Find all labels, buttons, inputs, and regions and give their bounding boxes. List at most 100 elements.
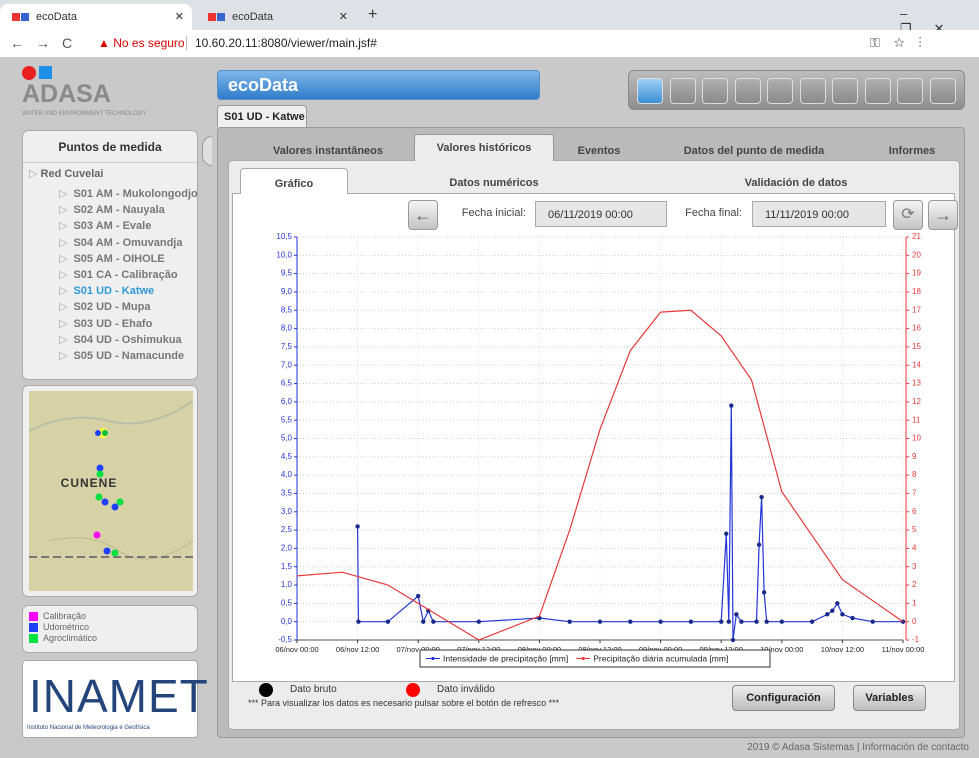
toolbar-button[interactable] <box>637 78 663 104</box>
toolbar-button[interactable] <box>800 78 826 104</box>
station-item[interactable]: S04 UD - Oshimukua <box>59 333 182 346</box>
toolbar-button[interactable] <box>865 78 891 104</box>
variables-button[interactable]: Variables <box>853 685 926 711</box>
data-point <box>731 638 735 642</box>
main-tab[interactable]: Datos del punto de medida <box>669 138 839 162</box>
end-date[interactable]: 11/11/2019 00:00 <box>752 201 886 227</box>
browser-tab[interactable]: ecoData ✕ <box>0 4 192 30</box>
data-point <box>757 543 761 547</box>
y2-tick-label: 6 <box>912 507 917 516</box>
nav-buttons[interactable]: ←→C <box>10 35 84 51</box>
x-tick-label: 06/nov 12:00 <box>336 645 379 654</box>
y-tick-label: 7,0 <box>281 360 293 369</box>
data-point <box>355 524 359 528</box>
station-item[interactable]: S04 AM - Omuvandja <box>59 236 182 249</box>
toolbar-button[interactable] <box>702 78 728 104</box>
institution-logo: INAMET Instituto Nacional de Meteorologi… <box>22 660 198 738</box>
map: CUNENE <box>29 391 193 591</box>
y2-tick-label: 11 <box>912 415 921 424</box>
legend-label: Precipitação diária acumulada [mm] <box>593 653 728 663</box>
data-point <box>568 619 572 623</box>
point-legend-dot <box>259 683 273 697</box>
map-label: CUNENE <box>61 476 118 490</box>
y-tick-label: 10,0 <box>276 250 292 259</box>
browser-icons[interactable]: ⚿☆⋮ <box>870 35 936 51</box>
start-date[interactable]: 06/11/2019 00:00 <box>535 201 667 227</box>
station-item[interactable]: S03 UD - Ehafo <box>59 317 152 330</box>
prev-button[interactable]: ← <box>408 200 438 230</box>
toolbar-button[interactable] <box>735 78 761 104</box>
sub-tab[interactable]: Gráfico <box>240 168 348 194</box>
station-item[interactable]: S02 AM - Nauyala <box>59 203 165 216</box>
x-tick-label: 06/nov 00:00 <box>275 645 318 654</box>
data-point <box>780 619 784 623</box>
station-item[interactable]: S05 AM - OIHOLE <box>59 252 165 265</box>
data-point <box>628 619 632 623</box>
browser-tab[interactable]: ecoData ✕ <box>196 4 356 30</box>
note: *** Para visualizar los datos es necesar… <box>248 698 559 708</box>
x-tick-label: 11/nov 00:00 <box>882 645 925 654</box>
data-point <box>764 619 768 623</box>
y2-tick-label: 13 <box>912 379 921 388</box>
y2-tick-label: 15 <box>912 342 921 351</box>
y-tick-label: 5,0 <box>281 434 293 443</box>
logo-dot <box>22 66 36 80</box>
brand-sub: WATER AND ENVIRONMENT TECHNOLOGY <box>22 111 146 117</box>
stations-panel: Puntos de medida ▷ Red Cuvelai S01 AM - … <box>22 130 198 380</box>
y2-tick-label: -1 <box>912 635 920 644</box>
institution-name: INAMET <box>29 671 209 721</box>
url[interactable]: 10.60.20.11:8080/viewer/main.jsf# <box>186 36 377 50</box>
legend-swatch <box>29 634 38 643</box>
data-point <box>825 612 829 616</box>
station-item[interactable]: S01 CA - Calibração <box>59 268 178 281</box>
data-point <box>658 619 662 623</box>
refresh-button[interactable]: ⟳ <box>893 200 923 230</box>
config-button[interactable]: Configuración <box>732 685 835 711</box>
next-button[interactable]: → <box>928 200 958 230</box>
new-tab[interactable]: + <box>368 6 377 24</box>
data-point <box>431 619 435 623</box>
toolbar-button[interactable] <box>832 78 858 104</box>
y-tick-label: 4,0 <box>281 470 293 479</box>
y-tick-label: 4,5 <box>281 452 293 461</box>
y2-tick-label: 4 <box>912 544 917 553</box>
y2-tick-label: 2 <box>912 580 917 589</box>
toolbar-button[interactable] <box>930 78 956 104</box>
station-item[interactable]: S05 UD - Namacunde <box>59 349 184 362</box>
y-tick-label: 7,5 <box>281 342 293 351</box>
y2-tick-label: 8 <box>912 470 917 479</box>
collapse-handle[interactable] <box>202 136 212 166</box>
toolbar-button[interactable] <box>767 78 793 104</box>
station-item[interactable]: S01 AM - Mukolongodjo <box>59 187 198 200</box>
station-item[interactable]: S01 UD - Katwe <box>59 284 154 297</box>
sub-tab[interactable]: Validación de datos <box>716 168 876 194</box>
sub-tab[interactable]: Datos numéricos <box>414 168 574 194</box>
network[interactable]: ▷ Red Cuvelai <box>29 167 103 180</box>
y-tick-label: 2,0 <box>281 544 293 553</box>
page: { "browser": {"tabs": ["ecoData", "ecoDa… <box>0 0 979 758</box>
station-item[interactable]: S02 UD - Mupa <box>59 300 150 313</box>
y2-tick-label: 5 <box>912 525 917 534</box>
toolbar-button[interactable] <box>670 78 696 104</box>
data-point <box>421 619 425 623</box>
y-tick-label: 8,5 <box>281 305 293 314</box>
y2-tick-label: 10 <box>912 434 921 443</box>
y2-tick-label: 16 <box>912 324 921 333</box>
y-tick-label: 1,5 <box>281 562 293 571</box>
legend-swatch <box>29 623 38 632</box>
legend-label: Intensidade de precipitação [mm] <box>443 653 568 663</box>
address-bar: ←→C ▲ No es seguro 10.60.20.11:8080/view… <box>0 30 979 58</box>
y-tick-label: 3,5 <box>281 489 293 498</box>
data-point <box>416 594 420 598</box>
station-item[interactable]: S03 AM - Evale <box>59 219 151 232</box>
point-legend-label: Dato inválido <box>437 684 495 695</box>
security-warning[interactable]: ▲ No es seguro <box>98 36 185 50</box>
toolbar-button[interactable] <box>897 78 923 104</box>
main-tab[interactable]: Valores históricos <box>414 134 554 161</box>
main-tab[interactable]: Valores instantâneos <box>258 138 398 162</box>
main-tab[interactable]: Eventos <box>554 138 644 162</box>
main-tab[interactable]: Informes <box>867 138 957 162</box>
start-label: Fecha inicial: <box>440 207 526 219</box>
x-tick-label: 10/nov 12:00 <box>821 645 864 654</box>
y2-tick-label: 12 <box>912 397 921 406</box>
